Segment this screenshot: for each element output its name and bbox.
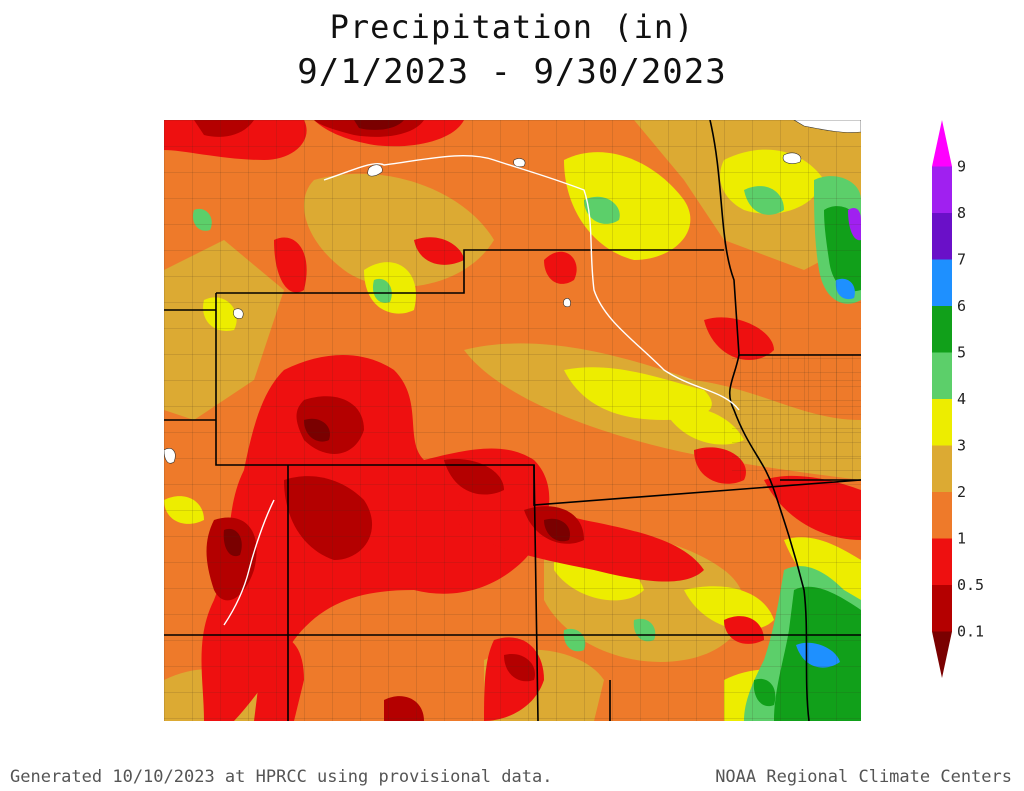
river-lines bbox=[223, 155, 740, 626]
legend-label: 0.5 bbox=[957, 576, 984, 594]
water-bodies bbox=[164, 120, 861, 464]
legend-swatch bbox=[932, 538, 952, 585]
legend-swatch bbox=[932, 445, 952, 492]
legend-color-bar bbox=[932, 120, 952, 678]
legend-label: 2 bbox=[957, 483, 966, 501]
state-boundaries bbox=[164, 120, 861, 721]
legend-label: 3 bbox=[957, 437, 966, 455]
legend-swatch bbox=[932, 213, 952, 260]
map-date-range: 9/1/2023 - 9/30/2023 bbox=[297, 52, 727, 92]
legend-swatch bbox=[932, 399, 952, 446]
legend-swatch bbox=[932, 166, 952, 213]
legend-label: 4 bbox=[957, 390, 966, 408]
legend-swatch bbox=[932, 259, 952, 306]
legend-labels: 9 8 7 6 5 4 3 2 1 0.5 0.1 bbox=[957, 158, 984, 641]
precipitation-legend: 9 8 7 6 5 4 3 2 1 0.5 0.1 bbox=[932, 120, 984, 678]
legend-label: 8 bbox=[957, 204, 966, 222]
legend-swatch bbox=[932, 492, 952, 539]
generated-note: Generated 10/10/2023 at HPRCC using prov… bbox=[10, 767, 553, 787]
legend-swatch bbox=[932, 352, 952, 399]
legend-label: 7 bbox=[957, 251, 966, 269]
legend-swatch bbox=[932, 585, 952, 632]
credit-note: NOAA Regional Climate Centers bbox=[715, 767, 1012, 787]
county-boundaries-east bbox=[732, 355, 861, 480]
legend-label: 6 bbox=[957, 297, 966, 315]
legend-swatch bbox=[932, 306, 952, 353]
legend-label: 5 bbox=[957, 344, 966, 362]
legend-swatch-top bbox=[932, 120, 952, 167]
map-title: Precipitation (in) bbox=[329, 8, 695, 46]
legend-label: 0.1 bbox=[957, 623, 984, 641]
legend-swatch-bottom bbox=[932, 631, 952, 678]
legend-label: 9 bbox=[957, 158, 966, 176]
precipitation-map bbox=[164, 120, 861, 721]
legend-label: 1 bbox=[957, 530, 966, 548]
